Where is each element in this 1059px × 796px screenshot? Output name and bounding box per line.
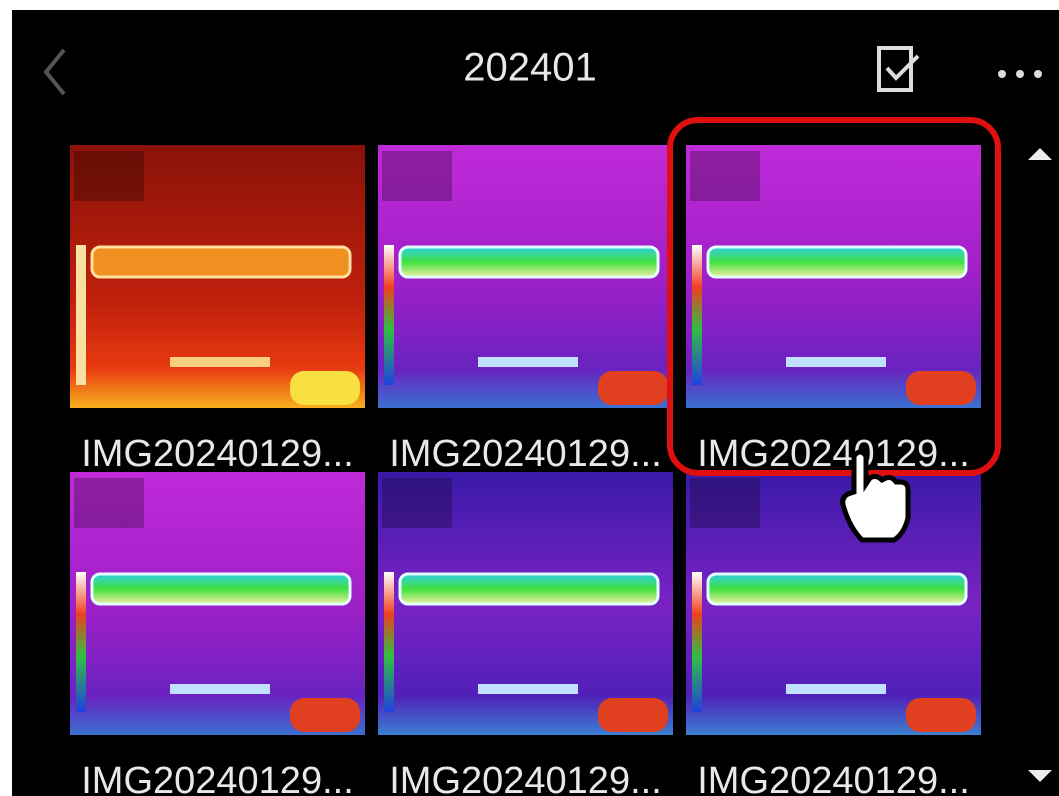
thumbnail-label: IMG20240129... — [697, 433, 970, 475]
thumbnail-scale — [76, 245, 86, 385]
thumbnail-object — [170, 357, 270, 367]
thumbnail-item[interactable]: IMG20240129... — [686, 145, 981, 475]
thumbnail-scale — [76, 572, 86, 712]
hand-shape — [840, 449, 911, 543]
thumbnail-scale — [384, 245, 394, 385]
thumbnail-object — [398, 572, 660, 606]
select-button[interactable] — [877, 46, 920, 92]
header-title: 202401 — [463, 46, 596, 90]
back-button[interactable] — [43, 48, 66, 96]
dot — [998, 70, 1006, 78]
dot — [1016, 70, 1024, 78]
thumbnail-object — [786, 684, 886, 694]
thumbnail-info — [382, 478, 452, 528]
thumbnail-label: IMG20240129... — [389, 760, 662, 796]
scroll-up[interactable] — [1028, 148, 1052, 160]
dot — [1034, 70, 1042, 78]
thumbnail-object — [478, 684, 578, 694]
thumbnail-item[interactable]: IMG20240129... — [686, 472, 981, 796]
thumbnail-object — [706, 572, 968, 606]
thumbnail-label: IMG20240129... — [81, 433, 354, 475]
hand-cursor — [840, 449, 911, 543]
selection-highlight — [667, 117, 1001, 476]
thumbnail-hotspot — [290, 371, 360, 405]
thumbnail-hotspot — [290, 698, 360, 732]
thumbnail-object — [706, 245, 968, 279]
thumbnail-object — [90, 572, 352, 606]
thumbnail-object — [478, 357, 578, 367]
thumbnail-info — [382, 151, 452, 201]
thumbnail-item[interactable]: IMG20240129... — [378, 145, 673, 475]
select-icon — [877, 46, 913, 92]
thumbnail-hotspot — [598, 698, 668, 732]
thumbnail-object — [398, 245, 660, 279]
thumbnail-scale — [384, 572, 394, 712]
thumbnail-info — [690, 151, 760, 201]
thumbnail-hotspot — [906, 371, 976, 405]
scroll-down[interactable] — [1028, 770, 1052, 782]
thumbnail-label: IMG20240129... — [697, 760, 970, 796]
thumbnail-label: IMG20240129... — [81, 760, 354, 796]
thumbnail-scale — [692, 245, 702, 385]
select-check — [885, 54, 920, 81]
thumbnail-hotspot — [598, 371, 668, 405]
thumbnail-object — [170, 684, 270, 694]
thumbnail-info — [74, 151, 144, 201]
thumbnail-item[interactable]: IMG20240129... — [70, 472, 365, 796]
thumbnail-grid: IMG20240129... IMG20240129... IMG20240129.… — [70, 145, 981, 796]
thumbnail-hotspot — [906, 698, 976, 732]
thumbnail-item[interactable]: IMG20240129... — [70, 145, 365, 475]
thumbnail-item[interactable]: IMG20240129... — [378, 472, 673, 796]
thumbnail-object — [90, 245, 352, 279]
thumbnail-info — [74, 478, 144, 528]
thumbnail-info — [690, 478, 760, 528]
thumbnail-scale — [692, 572, 702, 712]
thumbnail-object — [786, 357, 886, 367]
more-button[interactable] — [998, 70, 1042, 78]
thumbnail-label: IMG20240129... — [389, 433, 662, 475]
